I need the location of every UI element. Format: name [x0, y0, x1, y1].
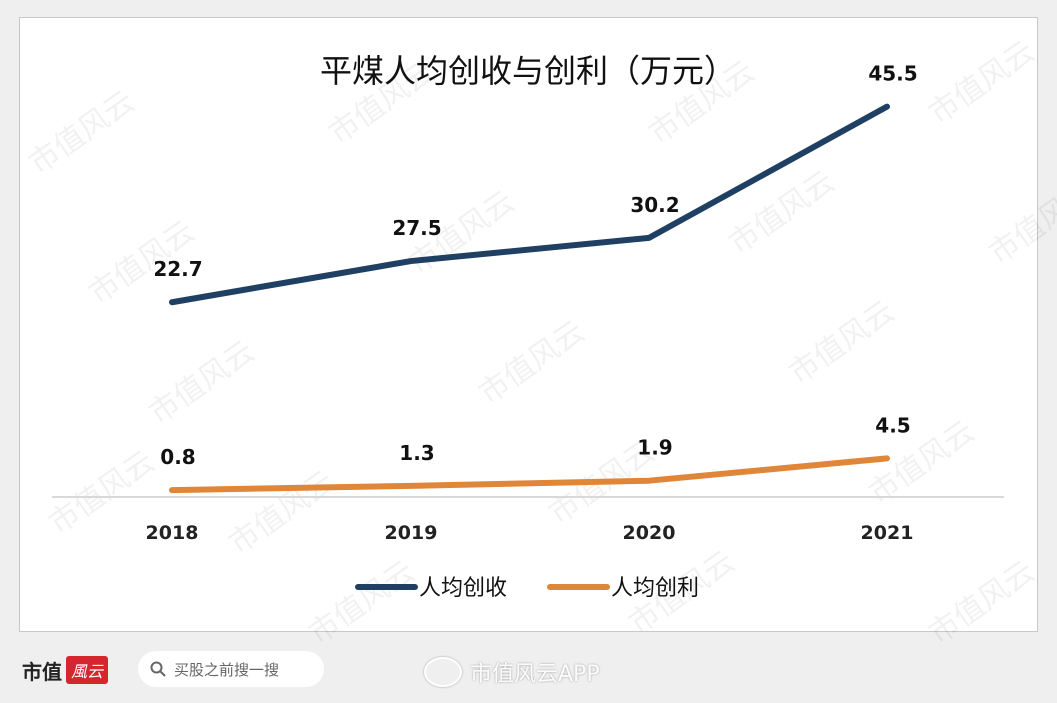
chart-title: 平煤人均创收与创利（万元） — [320, 52, 736, 90]
data-label: 22.7 — [153, 257, 202, 281]
data-label: 30.2 — [630, 193, 679, 217]
data-label: 4.5 — [875, 413, 910, 437]
logo-text: 市值 — [22, 659, 62, 684]
search-icon — [150, 661, 166, 677]
data-label: 1.3 — [399, 441, 434, 465]
weibo-tag: 市值风云APP — [424, 656, 600, 688]
series-line-2 — [169, 455, 890, 494]
legend-label-2: 人均创利 — [611, 576, 699, 601]
search-bar[interactable]: 买股之前搜一搜 — [138, 651, 324, 687]
search-placeholder: 买股之前搜一搜 — [174, 660, 280, 679]
logo-mark: 風云 — [66, 656, 109, 684]
chart-card: 市值风云 市值风云 市值风云 市值风云 市值风云 市值风云 市值风云 市值风云 市值风云 市值风云… — [19, 17, 1057, 652]
legend-label-1: 人均创收 — [419, 576, 507, 601]
x-tick-label: 2021 — [861, 522, 914, 544]
x-tick-label: 2019 — [385, 522, 438, 544]
data-label: 1.9 — [637, 436, 672, 460]
line-chart: 平煤人均创收与创利（万元） 2018 2019 2020 2021 22.7 27.5 30.… — [52, 52, 1004, 601]
weibo-label: 市值风云APP — [470, 662, 600, 687]
weibo-icon — [424, 657, 462, 687]
x-tick-label: 2020 — [623, 522, 676, 544]
series-line-1 — [169, 103, 890, 306]
data-label: 0.8 — [160, 445, 195, 469]
brand-logo[interactable]: 市值 風云 — [22, 653, 109, 687]
data-label: 45.5 — [868, 62, 917, 86]
data-label: 27.5 — [392, 216, 441, 240]
x-tick-label: 2018 — [146, 522, 199, 544]
